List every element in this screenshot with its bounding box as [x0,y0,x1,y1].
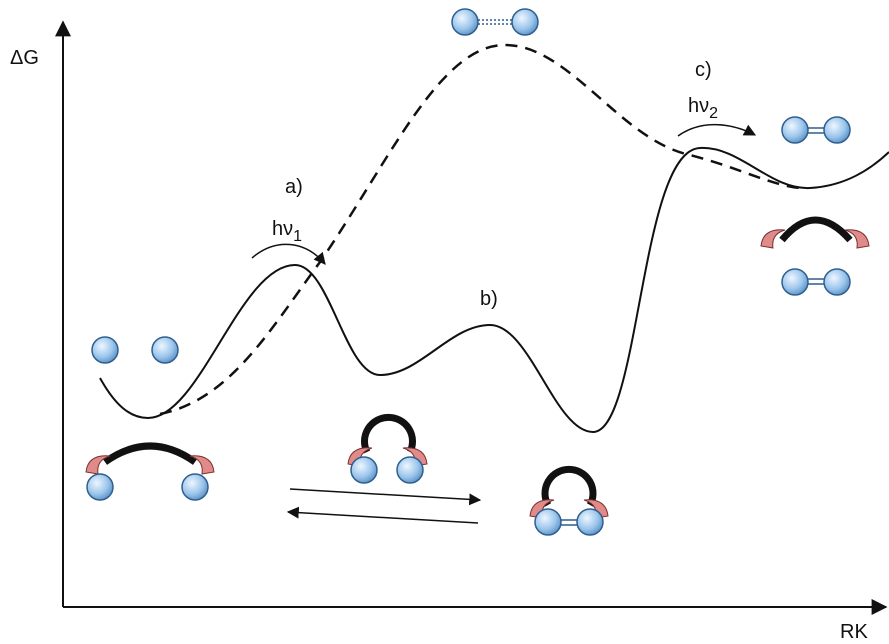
sphere [91,336,119,364]
sphere [781,268,809,296]
forward-arrow [289,488,482,506]
y-axis-label: ΔG [10,47,39,69]
axes [55,20,888,615]
sphere [511,8,539,36]
subscript: 2 [709,105,718,122]
sphere [576,508,604,536]
curved-arrow-c [677,123,757,137]
hv1: hν1 [272,218,302,245]
sphere [350,456,378,484]
molecules [85,8,870,536]
hv2: hν2 [688,95,718,122]
linker [779,216,853,243]
symbol: hν [272,218,293,240]
label-a: a) [285,176,303,198]
sphere [781,116,809,144]
solid-curve [99,146,889,434]
linker [541,465,597,507]
backward-arrow [286,506,479,524]
sphere [823,268,851,296]
label-c: c) [695,59,712,81]
linker [102,442,198,465]
x-axis-label: RK [840,621,868,643]
sphere [396,456,424,484]
dashed-curve [159,43,801,416]
linker [361,413,416,454]
sphere [534,508,562,536]
label-b: b) [480,288,498,310]
sphere [181,473,209,501]
subscript: 1 [293,228,302,245]
sphere [151,336,179,364]
curved-arrow-a [251,243,326,265]
symbol: hν [688,95,709,117]
sphere [86,473,114,501]
sphere [451,8,479,36]
sphere [823,116,851,144]
